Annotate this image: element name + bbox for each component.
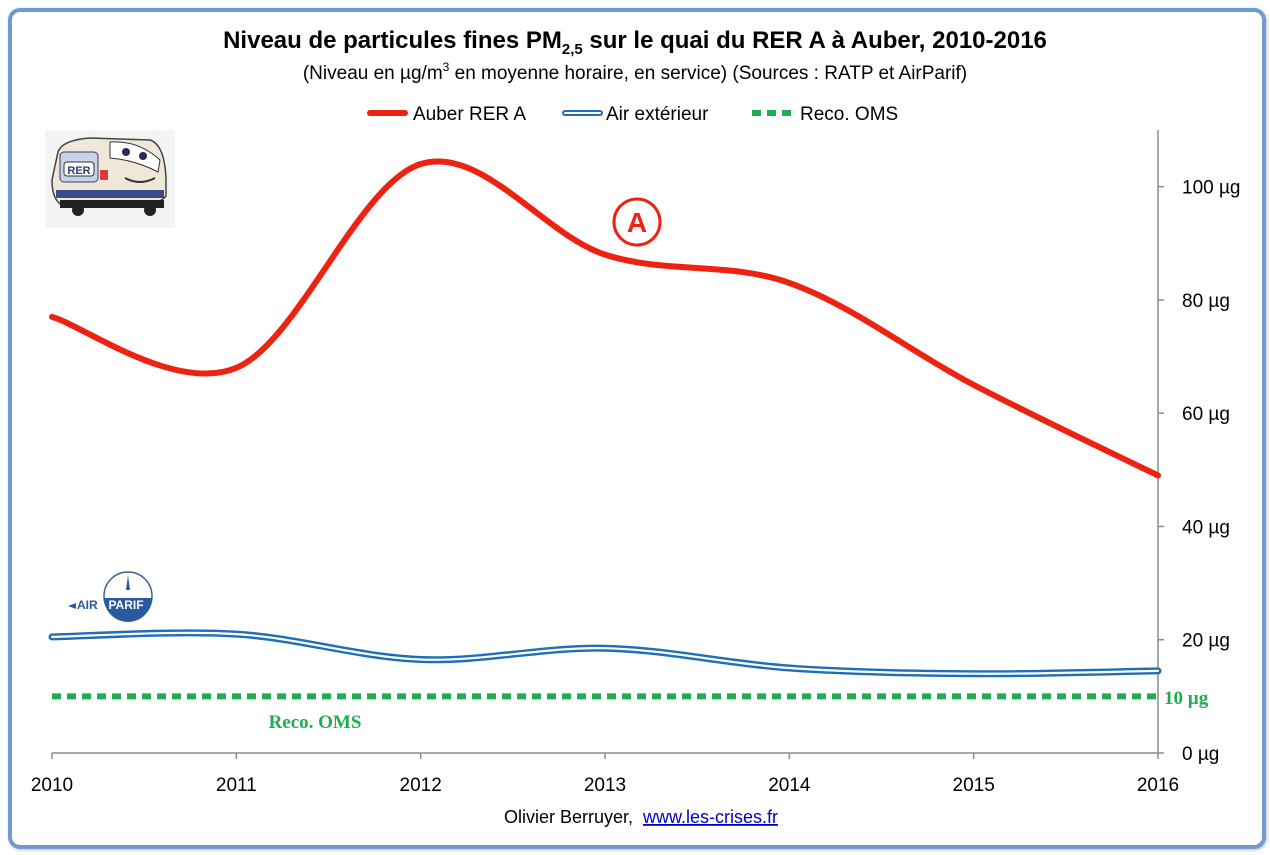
- x-tick-label: 2010: [31, 775, 73, 796]
- legend-label-auber: Auber RER A: [413, 104, 526, 125]
- footer-credit: Olivier Berruyer,: [504, 807, 633, 827]
- legend-item-air-exterieur: Air extérieur: [562, 104, 709, 125]
- airparif-logo: AIR PARIF: [68, 571, 153, 622]
- x-tick-label: 2011: [216, 775, 257, 796]
- legend-label-reco-oms: Reco. OMS: [800, 104, 898, 125]
- svg-text:AIR: AIR: [77, 598, 98, 612]
- series-line-air-exterieur-inner: [50, 631, 1160, 675]
- chart-subtitle: (Niveau en µg/m3 en moyenne horaire, en …: [303, 60, 967, 84]
- legend: Auber RER A Air extérieur Reco. OMS: [367, 104, 898, 125]
- rer-train-image: RER: [45, 130, 175, 228]
- svg-text:RER: RER: [67, 165, 90, 177]
- footer-link-text[interactable]: www.les-crises.fr: [642, 807, 778, 827]
- y-tick-label: 60 µg: [1182, 404, 1230, 425]
- reco-oms-value-label: 10 µg: [1164, 688, 1209, 709]
- reco-oms-label: Reco. OMS: [269, 712, 362, 733]
- y-tick-label: 80 µg: [1182, 291, 1230, 312]
- footer-link[interactable]: www.les-crises.fr: [642, 807, 778, 827]
- y-tick-label: 100 µg: [1182, 178, 1241, 199]
- chart-title: Niveau de particules fines PM2,5 sur le …: [223, 27, 1047, 58]
- x-axis-ticks: 2010 2011 2012 2013 2014 2015 2016: [31, 753, 1179, 796]
- series-line-air-exterieur: [48, 629, 1162, 678]
- svg-text:PARIF: PARIF: [108, 598, 143, 612]
- y-tick-label: 0 µg: [1182, 744, 1219, 765]
- legend-label-air-exterieur: Air extérieur: [606, 104, 709, 125]
- y-tick-label: 40 µg: [1182, 517, 1230, 538]
- x-tick-label: 2015: [953, 775, 995, 796]
- y-axis-ticks: 20 µg 40 µg 60 µg 80 µg 100 µg 0 µg: [1158, 178, 1241, 765]
- series-layer: [48, 158, 1162, 700]
- axes: [52, 130, 1159, 754]
- legend-item-auber: Auber RER A: [367, 104, 526, 125]
- footer-author: Olivier Berruyer,: [504, 807, 633, 827]
- x-tick-label: 2012: [400, 775, 442, 796]
- series-line-auber-rer-a: [49, 158, 1161, 479]
- x-tick-label: 2016: [1137, 775, 1179, 796]
- y-tick-label: 20 µg: [1182, 631, 1230, 652]
- annotation-a-badge: A: [612, 197, 662, 247]
- annotation-a-letter: A: [627, 207, 647, 238]
- x-tick-label: 2013: [584, 775, 626, 796]
- legend-item-reco-oms: Reco. OMS: [752, 104, 898, 125]
- x-tick-label: 2014: [768, 775, 811, 796]
